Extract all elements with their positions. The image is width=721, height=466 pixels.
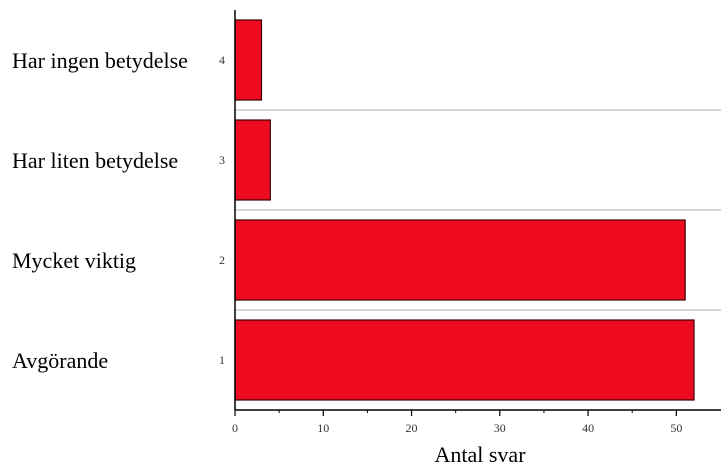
y-tick-label: 3 [219, 153, 225, 167]
x-tick-label: 20 [406, 421, 418, 435]
axes [234, 10, 721, 416]
y-tick-label: 2 [219, 253, 225, 267]
x-tick-label: 50 [670, 421, 682, 435]
y-tick-label: 1 [219, 353, 225, 367]
x-tick-label: 40 [582, 421, 594, 435]
x-tick-label: 10 [317, 421, 329, 435]
x-tick-label: 0 [232, 421, 238, 435]
bar-2 [234, 219, 686, 301]
category-label: Mycket viktig [12, 248, 136, 273]
x-axis-title: Antal svar [434, 442, 526, 466]
category-label: Har ingen betydelse [12, 48, 188, 73]
bar-1 [234, 319, 695, 401]
grid-lines [235, 109, 721, 311]
x-tick-label: 30 [494, 421, 506, 435]
category-label: Avgörande [12, 348, 108, 373]
category-label: Har liten betydelse [12, 148, 178, 173]
bar-4 [234, 19, 263, 101]
bars [234, 19, 695, 401]
bar-3 [234, 119, 271, 201]
y-tick-label: 4 [219, 53, 225, 67]
labels: 1 Avgörande 2 Mycket viktig 3 Har liten betyd… [12, 48, 682, 435]
